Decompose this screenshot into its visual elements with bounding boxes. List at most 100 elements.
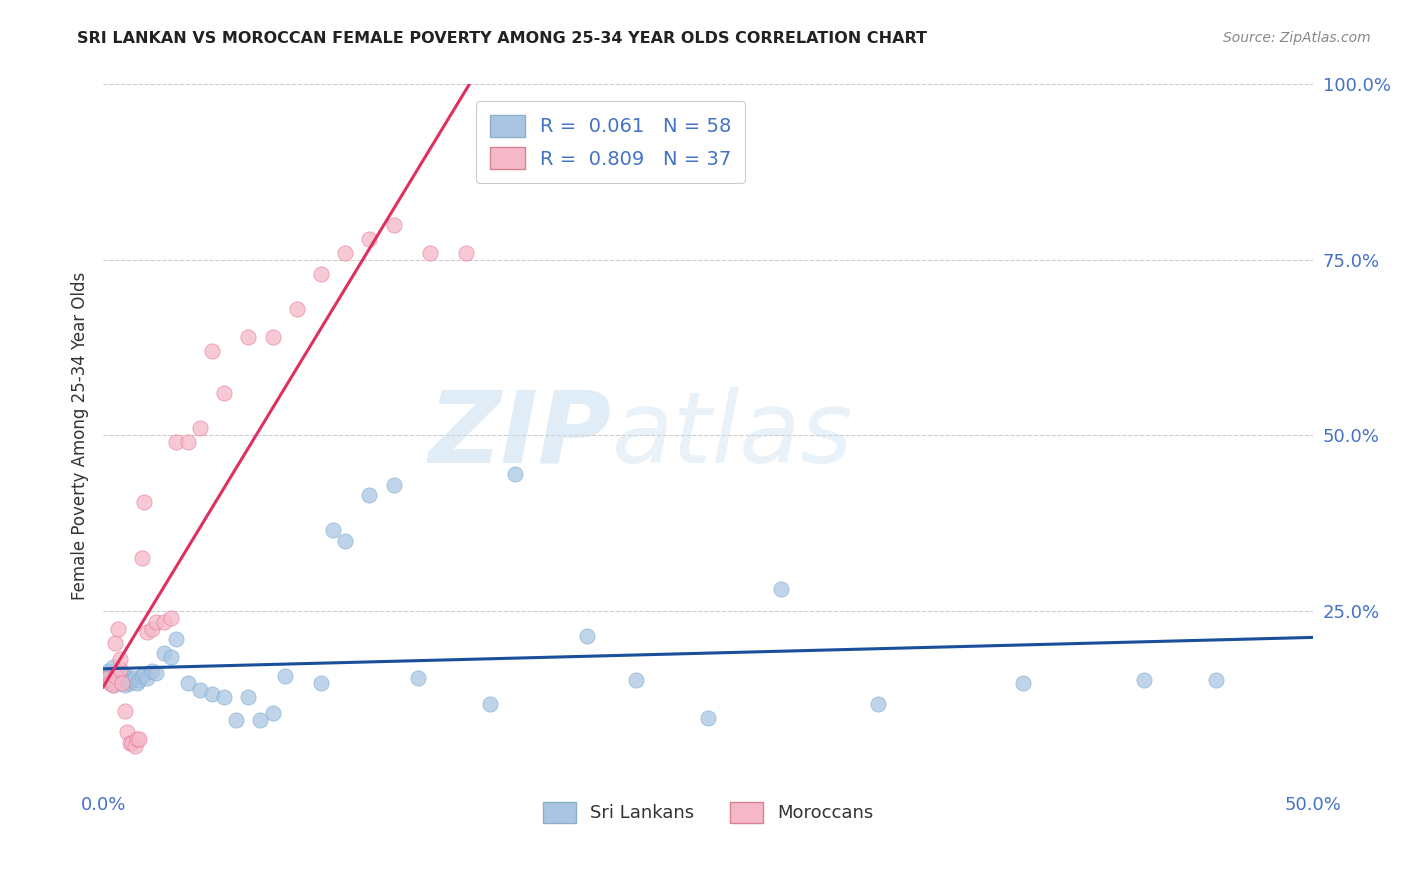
Point xyxy=(111,668,134,682)
Point xyxy=(108,651,131,665)
Point xyxy=(100,665,122,680)
Point xyxy=(114,678,136,692)
Point xyxy=(769,582,792,596)
Point xyxy=(1133,673,1156,687)
Point xyxy=(333,246,356,260)
Point xyxy=(145,665,167,680)
Point xyxy=(456,246,478,260)
Text: ZIP: ZIP xyxy=(429,387,612,484)
Point xyxy=(212,386,235,401)
Point xyxy=(177,675,200,690)
Point xyxy=(135,671,157,685)
Point xyxy=(128,673,150,687)
Point xyxy=(624,673,647,687)
Point xyxy=(97,671,120,685)
Point xyxy=(117,724,139,739)
Point xyxy=(152,615,174,629)
Point xyxy=(160,611,183,625)
Point xyxy=(134,667,156,681)
Point xyxy=(576,628,599,642)
Point xyxy=(104,668,127,682)
Point xyxy=(165,632,187,646)
Point xyxy=(141,622,163,636)
Point xyxy=(114,667,136,681)
Point xyxy=(225,713,247,727)
Y-axis label: Female Poverty Among 25-34 Year Olds: Female Poverty Among 25-34 Year Olds xyxy=(72,271,89,599)
Point xyxy=(866,697,889,711)
Point xyxy=(124,739,146,753)
Point xyxy=(94,667,117,681)
Point xyxy=(141,664,163,678)
Point xyxy=(104,671,127,685)
Text: atlas: atlas xyxy=(612,387,853,484)
Point xyxy=(118,675,141,690)
Point xyxy=(118,736,141,750)
Point xyxy=(108,671,131,685)
Text: Source: ZipAtlas.com: Source: ZipAtlas.com xyxy=(1223,31,1371,45)
Point xyxy=(188,682,211,697)
Point xyxy=(134,495,156,509)
Text: SRI LANKAN VS MOROCCAN FEMALE POVERTY AMONG 25-34 YEAR OLDS CORRELATION CHART: SRI LANKAN VS MOROCCAN FEMALE POVERTY AM… xyxy=(77,31,928,46)
Point xyxy=(201,687,224,701)
Point xyxy=(104,635,127,649)
Point xyxy=(104,675,127,690)
Point xyxy=(97,664,120,678)
Point xyxy=(333,533,356,548)
Point xyxy=(262,706,284,720)
Point xyxy=(503,467,526,481)
Point xyxy=(249,713,271,727)
Point xyxy=(359,488,381,502)
Point xyxy=(382,477,405,491)
Point xyxy=(238,330,260,344)
Point xyxy=(212,690,235,704)
Point xyxy=(131,668,153,682)
Point xyxy=(97,671,120,685)
Point xyxy=(125,731,148,746)
Point xyxy=(262,330,284,344)
Point xyxy=(309,675,332,690)
Point xyxy=(238,690,260,704)
Point xyxy=(406,671,429,685)
Point xyxy=(131,551,153,566)
Point xyxy=(152,646,174,660)
Point xyxy=(101,678,124,692)
Point xyxy=(273,668,295,682)
Point xyxy=(124,671,146,685)
Point xyxy=(201,344,224,359)
Point xyxy=(145,615,167,629)
Point xyxy=(100,675,122,690)
Point xyxy=(125,675,148,690)
Point xyxy=(121,673,143,687)
Point xyxy=(108,675,131,690)
Point xyxy=(1011,675,1033,690)
Point xyxy=(382,218,405,232)
Point xyxy=(135,625,157,640)
Point xyxy=(309,267,332,281)
Point xyxy=(117,674,139,689)
Point xyxy=(359,232,381,246)
Point xyxy=(177,435,200,450)
Point xyxy=(111,674,134,689)
Point xyxy=(165,435,187,450)
Point xyxy=(121,736,143,750)
Point xyxy=(188,421,211,435)
Point xyxy=(117,671,139,685)
Legend: Sri Lankans, Moroccans: Sri Lankans, Moroccans xyxy=(533,791,884,834)
Point xyxy=(107,622,129,636)
Point xyxy=(101,660,124,674)
Point xyxy=(479,697,502,711)
Point xyxy=(108,661,131,675)
Point xyxy=(107,667,129,681)
Point xyxy=(697,711,720,725)
Point xyxy=(128,731,150,746)
Point xyxy=(114,704,136,718)
Point xyxy=(160,649,183,664)
Point xyxy=(100,668,122,682)
Point xyxy=(100,674,122,689)
Point xyxy=(101,678,124,692)
Point xyxy=(1205,673,1227,687)
Point xyxy=(419,246,441,260)
Point xyxy=(107,673,129,687)
Point xyxy=(322,523,344,537)
Point xyxy=(285,302,308,317)
